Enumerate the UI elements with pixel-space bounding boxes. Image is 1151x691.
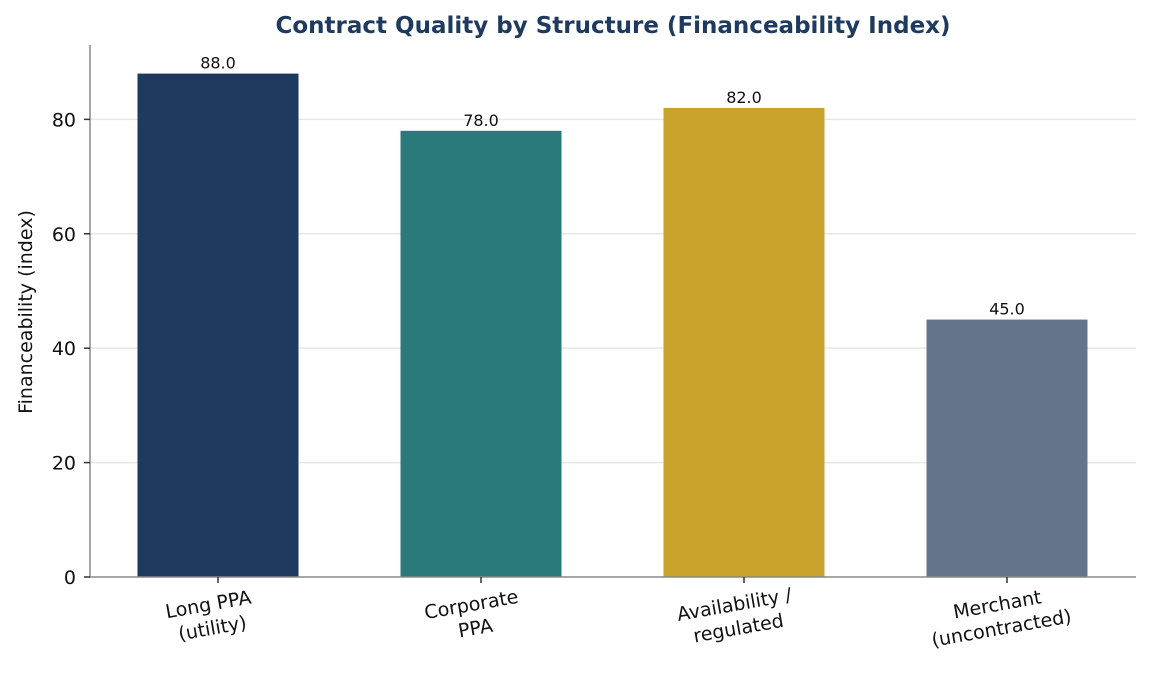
y-tick-label: 40: [52, 338, 76, 360]
x-tick-label: Long PPA(utility): [164, 587, 253, 646]
bar-value-label: 82.0: [726, 88, 762, 107]
bar: [400, 130, 562, 577]
bars: [137, 73, 1088, 578]
value-labels: 88.0 78.0 82.0 45.0: [200, 54, 1025, 319]
bar: [663, 107, 825, 577]
y-tick-label: 20: [52, 453, 76, 475]
bar: [926, 319, 1088, 577]
chart-title: Contract Quality by Structure (Financeab…: [275, 13, 950, 39]
bar-value-label: 45.0: [989, 300, 1025, 319]
x-tick-label: Merchant(uncontracted): [930, 586, 1073, 651]
y-axis-title: Financeability (index): [15, 210, 37, 414]
y-tick-label: 0: [64, 567, 76, 589]
y-ticks: 0 20 40 60 80: [52, 109, 90, 589]
y-tick-label: 60: [52, 224, 76, 246]
bar-value-label: 78.0: [463, 111, 499, 130]
x-tick-label-line: PPA: [457, 615, 495, 643]
x-tick-label: Availability /regulated: [675, 584, 794, 647]
bar-value-label: 88.0: [200, 54, 236, 73]
bar: [137, 73, 299, 578]
y-tick-label: 80: [52, 109, 76, 131]
